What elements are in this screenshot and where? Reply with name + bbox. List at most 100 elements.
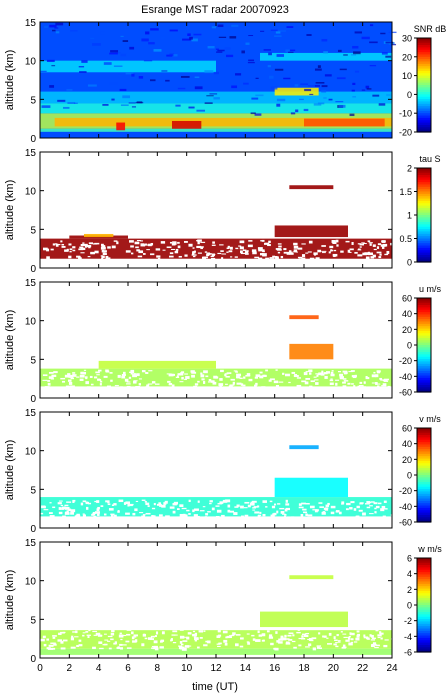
x-tick-label: 24 [386,663,398,674]
colorbar-tick-label: -20 [399,128,412,138]
x-tick-label: 18 [298,663,310,674]
data-region-4-2 [274,477,348,498]
x-tick-label: 8 [155,663,161,674]
data-region-1-6 [40,60,216,73]
gap-speckle-2 [43,239,395,261]
x-ticks-3 [39,282,393,398]
colorbar-tick-label: -20 [399,486,412,496]
colorbar-tick-label: -2 [404,616,412,626]
y-axis-label-3: altitude (km) [4,310,16,371]
colorbar-tick-label: 0.5 [399,234,412,244]
x-tick-label: 4 [96,663,102,674]
colorbar-tick-label: -60 [399,388,412,398]
x-tick-label: 6 [125,663,131,674]
y-tick-label: 0 [30,134,36,145]
colorbar-tick-label: 60 [402,424,412,434]
data-region-1-8 [274,87,319,96]
gap-speckle-5 [40,629,397,651]
colorbar-tick-label: 60 [402,294,412,304]
colorbar-tick-label: 40 [402,309,412,319]
data-region-3-3 [289,343,334,360]
colorbar-tick-label: 0 [407,471,412,481]
data-region-5-1 [40,630,392,649]
y-ticks-5: 0 5 10 15 [25,538,392,665]
y-tick-label: 0 [30,264,36,275]
colorbar-label-2: tau S [419,154,440,164]
colorbar-tick-label: 4 [407,569,412,579]
data-region-2-1 [40,238,392,259]
y-tick-label: 0 [30,394,36,405]
colorbar-tick-label: 2 [407,585,412,595]
data-region-5-4 [260,611,348,628]
colorbar-label-4: v m/s [419,414,441,424]
x-ticks-4 [39,412,393,528]
data-region-1-12 [304,118,385,127]
data-region-5-2 [40,648,392,655]
x-ticks-2 [39,152,393,268]
colorbar-3: u m/s 60 40 20 0 -20 -40 -60 [399,284,442,398]
colorbar-tick-label: 20 [402,52,412,62]
data-region-2-3 [289,185,334,190]
colorbar-tick-label: 20 [402,455,412,465]
y-tick-label: 10 [25,447,37,458]
data-region-2-4 [274,225,348,238]
y-tick-label: 5 [30,485,36,496]
y-tick-label: 15 [25,408,37,419]
y-ticks-1: 0 5 10 15 [25,18,392,145]
y-tick-label: 15 [25,148,37,159]
data-region-1-9 [54,117,393,127]
x-tick-label: 16 [269,663,281,674]
data-region-1-11 [116,122,126,131]
y-tick-label: 15 [25,278,37,289]
colorbar-tick-label: 10 [402,71,412,81]
x-tick-label: 0 [37,663,43,674]
colorbar-tick-label: -40 [399,502,412,512]
x-tick-label: 22 [357,663,369,674]
colorbar-tick-label: 40 [402,439,412,449]
x-tick-label: 14 [240,663,252,674]
y-tick-label: 10 [25,577,37,588]
colorbar-4: v m/s 60 40 20 0 -20 -40 -60 [399,414,441,528]
panel-3: 0 5 10 15 altitude (km) u m/s 60 40 20 0 -20 -40 -60 [4,278,441,405]
panel-4: 0 5 10 15 altitude (km) v m/s 60 40 20 0 -20 -40 -60 [4,408,441,535]
x-axis-label: time (UT) [192,681,238,693]
data-region-2-5 [84,233,114,238]
colorbar-label-1: SNR dB [414,24,446,34]
colorbar-label-5: w m/s [417,544,442,554]
x-tick-label: 10 [181,663,193,674]
y-axis-label-2: altitude (km) [4,180,16,241]
colorbar-tick-label: 2 [407,164,412,174]
y-axis-label-1: altitude (km) [4,50,16,111]
data-region-3-2 [98,360,216,369]
colorbar-5: w m/s 6 4 2 0 -2 -4 -6 [404,544,442,658]
colorbar-tick-label: -40 [399,372,412,382]
colorbar-tick-label: -6 [404,648,412,658]
y-tick-label: 0 [30,654,36,665]
x-tick-label: 12 [210,663,222,674]
y-tick-label: 10 [25,187,37,198]
y-axis-label-4: altitude (km) [4,440,16,501]
colorbar-tick-label: 0 [407,90,412,100]
colorbar-tick-label: 0 [407,601,412,611]
y-tick-label: 5 [30,225,36,236]
y-tick-label: 10 [25,57,37,68]
y-tick-label: 10 [25,317,37,328]
y-tick-label: 0 [30,524,36,535]
gap-speckle-1 [40,22,397,117]
data-region-1-2 [40,128,392,132]
colorbar-tick-label: 1.5 [399,187,412,197]
gap-speckle-4 [40,499,396,521]
y-tick-label: 5 [30,615,36,626]
colorbar-tick-label: -4 [404,632,412,642]
y-ticks-3: 0 5 10 15 [25,278,392,405]
colorbar-tick-label: 1 [407,211,412,221]
data-region-3-4 [289,315,319,320]
colorbar-tick-label: -60 [399,518,412,528]
colorbar-tick-label: 0 [407,258,412,268]
y-tick-label: 5 [30,355,36,366]
x-tick-label: 20 [328,663,340,674]
